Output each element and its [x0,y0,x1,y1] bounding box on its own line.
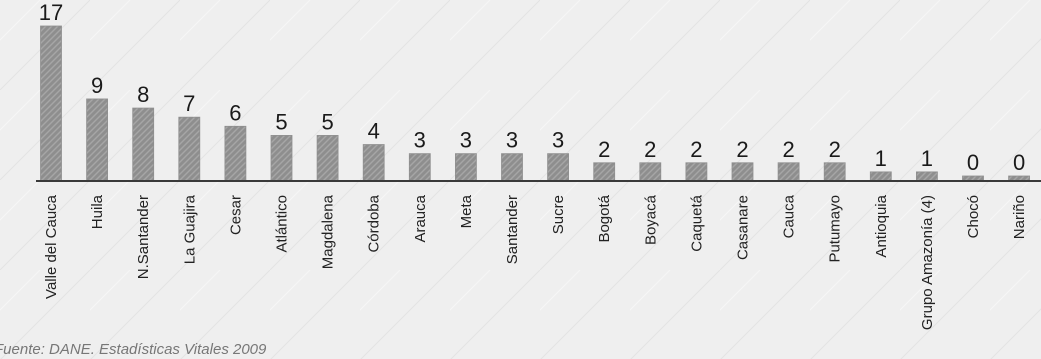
category-label-17: Putumayo [827,195,844,263]
bar-4 [224,125,247,182]
category-label-0: Valle del Cauca [43,194,60,299]
category-label-12: Bogotá [596,194,613,242]
category-label-18: Antioquia [873,194,890,257]
value-labels-layer: 17 9 8 7 6 5 5 4 3 3 3 3 2 2 2 2 2 2 1 1 0 0 [39,0,1025,175]
value-label-13: 2 [644,137,656,162]
value-label-19: 1 [921,146,933,171]
bar-15 [731,162,754,182]
bar-0 [40,25,62,182]
bar-16 [777,162,800,182]
value-label-16: 2 [782,137,794,162]
bar-19 [916,171,938,182]
value-label-4: 6 [229,100,241,125]
value-label-21: 0 [1013,150,1025,175]
value-label-7: 4 [368,119,380,144]
category-label-15: Casanare [735,195,752,260]
category-label-19: Grupo Amazonía (4) [919,195,936,330]
category-label-7: Córdoba [366,194,383,252]
bar-13 [639,162,662,182]
bar-10 [501,153,523,182]
value-label-14: 2 [690,137,702,162]
bar-2 [132,107,155,182]
value-label-6: 5 [321,109,333,134]
category-label-8: Arauca [412,194,429,242]
category-label-3: La Guajira [181,194,198,264]
bar-3 [178,116,201,182]
value-label-18: 1 [875,146,887,171]
value-label-3: 7 [183,91,195,116]
value-label-20: 0 [967,150,979,175]
category-label-11: Sucre [550,195,567,234]
category-label-20: Chocó [965,195,982,238]
bar-6 [316,135,339,182]
category-label-9: Meta [458,194,475,228]
bar-12 [593,162,616,182]
category-labels-layer: Valle del Cauca Huila N.Santander La Guajir… [43,194,1028,330]
category-label-4: Cesar [227,195,244,235]
category-label-6: Magdalena [320,194,337,269]
bars-layer [40,25,1030,182]
value-label-0: 17 [39,0,63,25]
category-label-14: Caquetá [688,194,705,251]
bar-14 [685,162,708,182]
category-label-2: N.Santander [135,195,152,279]
value-label-8: 3 [414,128,426,153]
source-note: Fuente: DANE. Estadísticas Vitales 2009 [0,341,267,358]
value-label-5: 5 [275,109,287,134]
value-label-2: 8 [137,82,149,107]
value-label-11: 3 [552,128,564,153]
value-label-17: 2 [829,137,841,162]
category-label-21: Nariño [1011,195,1028,239]
bar-17 [823,162,846,182]
category-label-10: Santander [504,195,521,264]
bar-9 [454,153,477,182]
category-label-1: Huila [89,194,106,229]
value-label-10: 3 [506,128,518,153]
category-label-13: Boyacá [642,194,659,245]
category-label-16: Cauca [781,194,798,238]
bar-1 [86,98,108,182]
category-label-5: Atlántico [274,195,291,253]
value-label-1: 9 [91,73,103,98]
value-label-9: 3 [460,128,472,153]
bar-5 [270,135,293,182]
value-label-12: 2 [598,137,610,162]
value-label-15: 2 [736,137,748,162]
bar-8 [408,153,431,182]
bar-7 [362,144,385,182]
bar-11 [547,153,569,182]
bar-18 [869,171,892,182]
